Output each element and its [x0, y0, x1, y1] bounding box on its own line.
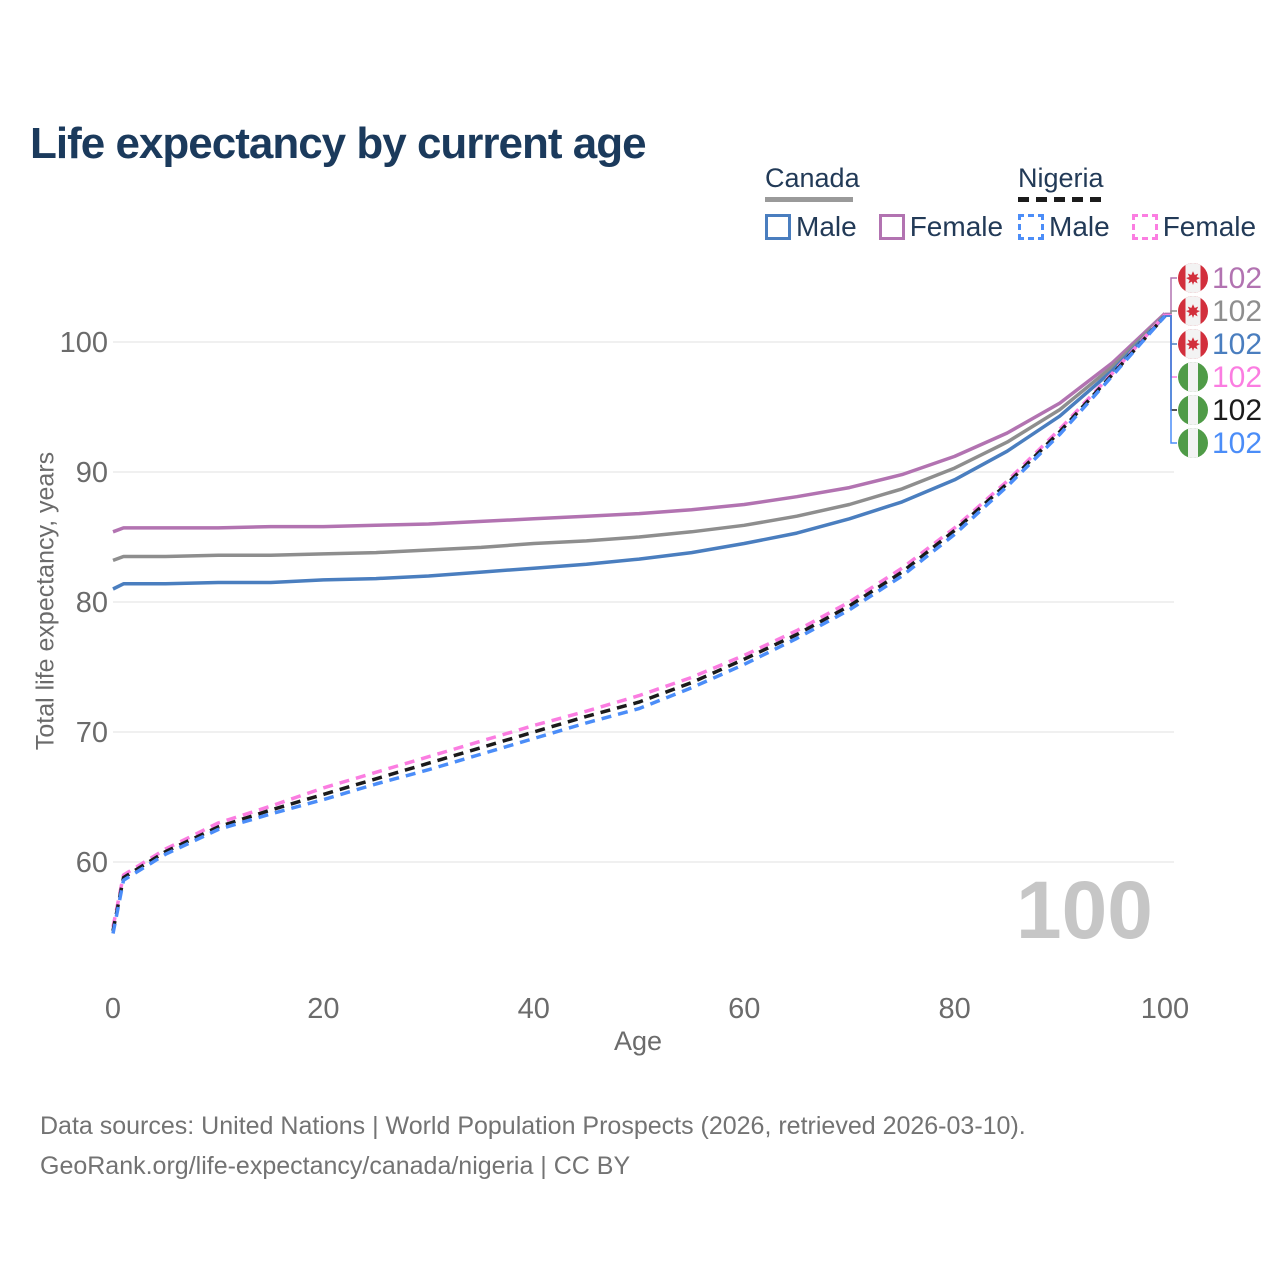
data-source-line: Data sources: United Nations | World Pop…: [40, 1112, 1026, 1140]
footer: Data sources: United Nations | World Pop…: [40, 1106, 1026, 1186]
y-tick-label-60: 60: [76, 847, 108, 879]
legend-item-canada-male[interactable]: Male: [765, 211, 857, 243]
nigeria-flag-icon: [1178, 428, 1208, 458]
maple-leaf-icon: [1186, 337, 1200, 351]
y-axis-title: Total life expectancy, years: [31, 451, 60, 751]
maple-leaf-icon: [1186, 271, 1200, 285]
x-tick-label-0: 0: [105, 993, 121, 1025]
end-value-label-nigeria-both-sexes: 102: [1212, 394, 1262, 427]
canada-female-swatch-icon: [878, 214, 905, 240]
series-line-canada-both-sexes: [112, 313, 1167, 563]
end-value-label-nigeria-female: 102: [1212, 361, 1262, 394]
canada-flag-icon: [1178, 296, 1208, 326]
legend-item-nigeria-male[interactable]: Male: [1018, 211, 1110, 243]
series-line-canada-male: [112, 314, 1167, 591]
nigeria-flag-icon: [1178, 395, 1208, 425]
x-tick-label-20: 20: [307, 993, 339, 1025]
leader-line-canada-female: [1165, 277, 1177, 315]
legend-nigeria-title: Nigeria: [1018, 163, 1104, 193]
legend-group-nigeria: Nigeria Male Female: [1018, 163, 1256, 243]
x-axis-title: Age: [613, 1026, 663, 1056]
x-tick-label-100: 100: [1141, 993, 1189, 1025]
leader-line-nigeria-male: [1165, 315, 1177, 444]
canada-line-style-sample: [765, 197, 853, 202]
canada-flag-icon: [1178, 263, 1208, 293]
canada-flag-icon: [1178, 329, 1208, 359]
legend-item-label: Female: [909, 211, 1004, 242]
y-tick-label-70: 70: [76, 717, 108, 749]
series-line-nigeria-female: [111, 313, 1167, 928]
legend-item-label: Male: [796, 211, 857, 242]
y-tick-label-80: 80: [76, 587, 108, 619]
current-age-watermark: 100: [1016, 865, 1153, 956]
end-value-label-canada-female: 102: [1212, 262, 1262, 295]
x-tick-label-40: 40: [518, 993, 550, 1025]
series-line-canada-female: [112, 312, 1167, 534]
y-tick-label-90: 90: [76, 457, 108, 489]
end-value-label-canada-both-sexes: 102: [1212, 295, 1262, 328]
attribution-line: GeoRank.org/life-expectancy/canada/niger…: [40, 1152, 631, 1180]
legend-item-label: Female: [1162, 211, 1257, 242]
legend-group-canada: Canada Male Female: [765, 163, 1003, 243]
series-line-nigeria-both-sexes: [111, 314, 1167, 932]
legend-item-nigeria-female[interactable]: Female: [1131, 211, 1257, 243]
canada-male-swatch-icon: [765, 214, 791, 240]
nigeria-male-swatch-icon: [1018, 214, 1044, 240]
end-value-label-canada-male: 102: [1212, 328, 1262, 361]
nigeria-flag-icon: [1178, 362, 1208, 392]
legend-item-canada-female[interactable]: Female: [878, 211, 1004, 243]
y-tick-label-100: 100: [60, 327, 108, 359]
x-tick-label-60: 60: [728, 993, 760, 1025]
page-title: Life expectancy by current age: [30, 119, 647, 169]
maple-leaf-icon: [1186, 304, 1200, 318]
legend-canada-title: Canada: [765, 163, 860, 193]
nigeria-line-style-sample: [1018, 197, 1104, 202]
legend-item-label: Male: [1049, 211, 1110, 242]
nigeria-female-swatch-icon: [1131, 214, 1158, 240]
end-value-label-nigeria-male: 102: [1212, 427, 1262, 460]
series-line-nigeria-male: [111, 314, 1167, 934]
x-tick-label-80: 80: [938, 993, 970, 1025]
